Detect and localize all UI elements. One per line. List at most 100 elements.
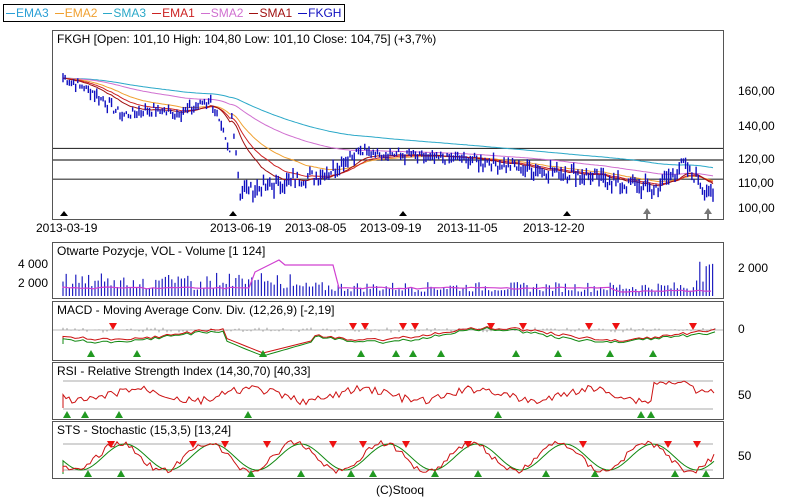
macd-sell-signal xyxy=(585,323,593,330)
price-x-date: 2013-03-19 xyxy=(36,221,98,235)
sts-d-line xyxy=(62,443,715,474)
event-marker-1 xyxy=(229,211,237,216)
macd-sell-signal xyxy=(519,323,527,330)
legend-swatch xyxy=(152,12,162,14)
macd-y-tick-0: 0 xyxy=(738,322,745,336)
legend-swatch xyxy=(200,12,210,14)
volume-y-tick-right-1: 2 000 xyxy=(738,261,769,275)
macd-buy-signal xyxy=(392,350,400,357)
sts-sell-signal xyxy=(359,441,367,448)
rsi-buy-signal xyxy=(647,411,655,418)
price-panel: FKGH [Open: 101,10 High: 104,80 Low: 101… xyxy=(52,30,724,220)
legend-label: EMA2 xyxy=(64,6,98,20)
macd-buy-signal xyxy=(649,350,657,357)
legend-label: FKGH xyxy=(308,6,342,20)
sts-sell-signal xyxy=(329,441,337,448)
price-y-tick: 120,00 xyxy=(738,152,775,166)
legend-swatch xyxy=(6,12,15,14)
sts-buy-signal xyxy=(542,470,550,477)
legend-label: SMA1 xyxy=(259,6,293,20)
rsi-buy-signal xyxy=(81,411,89,418)
sts-buy-signal xyxy=(297,470,305,477)
price-y-tick: 140,00 xyxy=(738,119,775,133)
macd-buy-signal xyxy=(606,350,614,357)
sts-buy-signal xyxy=(369,470,377,477)
sts-y-tick-50: 50 xyxy=(738,449,752,463)
price-bars xyxy=(62,73,714,203)
sts-panel: STS - Stochastic (15,3,5) [13,24] xyxy=(52,421,724,479)
legend-item-ema1: EMA1 xyxy=(152,5,195,21)
sts-sell-signal xyxy=(263,441,271,448)
event-marker-0 xyxy=(60,211,68,216)
macd-sell-signal xyxy=(411,323,419,330)
macd-sell-signal xyxy=(399,323,407,330)
volume-panel: Otwarte Pozycje, VOL - Volume [1 124] xyxy=(52,242,724,299)
rsi-buy-signal xyxy=(494,411,502,418)
sts-sell-signal xyxy=(664,441,672,448)
sma2-line xyxy=(63,77,714,177)
price-x-date: 2013-06-19 xyxy=(210,221,272,235)
sts-buy-signal xyxy=(431,470,439,477)
legend-item-fkgh: FKGH xyxy=(298,5,341,21)
price-chart-svg xyxy=(53,73,723,219)
macd-chart-svg xyxy=(53,323,723,357)
sts-sell-signal xyxy=(107,441,115,448)
price-x-date: 2013-09-19 xyxy=(360,221,422,235)
price-title: FKGH [Open: 101,10 High: 104,80 Low: 101… xyxy=(57,32,437,46)
sts-sell-signal xyxy=(221,441,229,448)
macd-title: MACD - Moving Average Conv. Div. (12,26,… xyxy=(57,303,335,317)
sts-buy-signal xyxy=(591,470,599,477)
sts-buy-signal xyxy=(702,470,710,477)
sts-sell-signal xyxy=(693,441,701,448)
rsi-buy-signal xyxy=(115,411,123,418)
sts-buy-signal xyxy=(671,470,679,477)
sts-buy-signal xyxy=(84,470,92,477)
footer-copyright: (C)Stooq xyxy=(375,483,425,497)
sts-buy-signal xyxy=(347,470,355,477)
gray-arrow-1 xyxy=(704,208,712,214)
legend-swatch xyxy=(298,12,308,14)
event-marker-3 xyxy=(563,211,571,216)
sma3-line xyxy=(63,77,714,169)
macd-sell-signal xyxy=(689,323,697,330)
macd-buy-signal xyxy=(259,350,267,357)
gray-arrow-0 xyxy=(643,208,651,214)
legend-label: SMA2 xyxy=(210,6,244,20)
macd-line xyxy=(62,326,716,354)
rsi-chart-svg xyxy=(62,380,715,418)
legend-item-sma1: SMA1 xyxy=(249,5,292,21)
macd-signal-line xyxy=(62,327,716,357)
legend-label: SMA3 xyxy=(113,6,147,20)
legend-swatch xyxy=(54,12,64,14)
rsi-y-tick-50: 50 xyxy=(738,388,752,402)
price-x-date: 2013-12-20 xyxy=(523,221,585,235)
price-y-tick: 160,00 xyxy=(738,84,775,98)
legend-item-ema2: EMA2 xyxy=(54,5,98,21)
sts-sell-signal xyxy=(464,441,472,448)
macd-sell-signal xyxy=(487,323,495,330)
legend-swatch xyxy=(103,12,113,14)
chart-legend: EMA3 EMA2 SMA3 EMA1 SMA2 SMA1 FKGH xyxy=(3,4,346,22)
legend-swatch xyxy=(249,12,259,14)
sts-buy-signal xyxy=(247,470,255,477)
legend-label: EMA1 xyxy=(162,6,195,20)
macd-buy-signal xyxy=(512,350,520,357)
rsi-line xyxy=(62,380,715,408)
rsi-buy-signal xyxy=(637,411,645,418)
open-interest-line xyxy=(62,259,712,293)
price-x-date: 2013-08-05 xyxy=(285,221,347,235)
macd-buy-signal xyxy=(437,350,445,357)
macd-buy-signal xyxy=(133,350,141,357)
sts-sell-signal xyxy=(579,441,587,448)
volume-y-tick-left-2: 2 000 xyxy=(17,276,48,290)
macd-panel: MACD - Moving Average Conv. Div. (12,26,… xyxy=(52,301,724,361)
legend-item-sma3: SMA3 xyxy=(103,5,146,21)
macd-sell-signal xyxy=(349,323,357,330)
sts-k-line xyxy=(62,439,715,475)
volume-title: Otwarte Pozycje, VOL - Volume [1 124] xyxy=(57,244,266,258)
sts-title: STS - Stochastic (15,3,5) [13,24] xyxy=(57,423,232,437)
price-y-tick: 110,00 xyxy=(738,176,774,190)
price-x-date: 2013-11-05 xyxy=(437,221,498,235)
sts-buy-signal xyxy=(474,470,482,477)
legend-item-ema3: EMA3 xyxy=(6,5,49,21)
